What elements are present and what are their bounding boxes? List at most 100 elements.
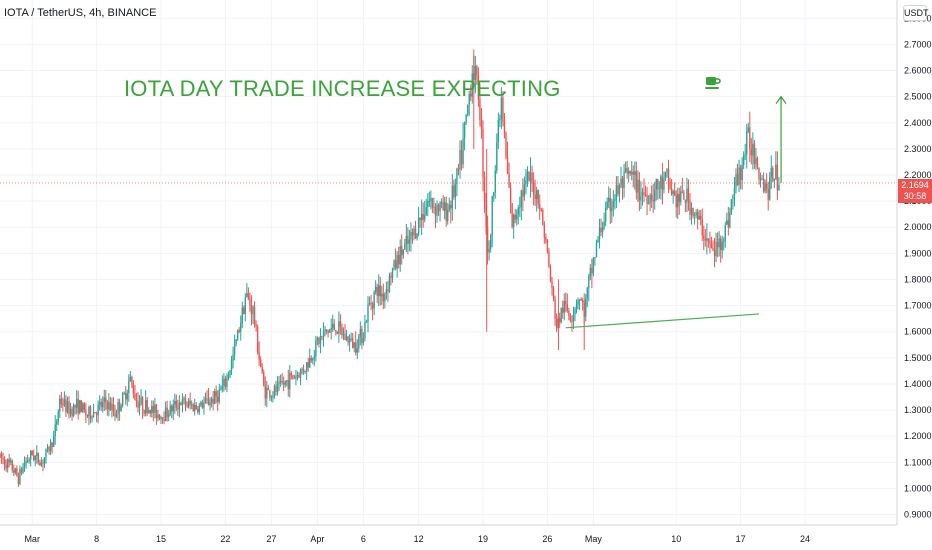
candle-body: [322, 331, 325, 337]
candle-body: [200, 402, 202, 406]
candle-body: [612, 200, 615, 208]
candle-body: [298, 374, 300, 378]
candle-body: [496, 142, 498, 171]
candle-body: [379, 285, 381, 297]
candle-body: [595, 242, 598, 258]
candle-body: [571, 320, 573, 322]
chart-grid: [0, 0, 897, 525]
candle-body: [644, 194, 647, 196]
candle-body: [11, 460, 13, 471]
candle-body: [489, 234, 492, 250]
candle-body: [325, 329, 328, 332]
candle-body: [189, 400, 191, 405]
candle-body: [542, 210, 544, 225]
price-tick-label: 2.2000: [904, 170, 932, 180]
price-tick-label: 2.7000: [904, 39, 932, 49]
candle-body: [59, 398, 61, 412]
candle-body: [278, 381, 280, 384]
candle-body: [575, 304, 578, 310]
candle-body: [324, 329, 326, 332]
current-price-value: 2.1694: [901, 180, 929, 190]
chart-annotation-text[interactable]: IOTA DAY TRADE INCREASE EXPECTING: [124, 76, 561, 101]
candle-body: [577, 300, 579, 305]
candle-body: [177, 408, 179, 410]
candle-body: [721, 241, 723, 251]
candle-body: [34, 456, 36, 461]
candle-body: [680, 191, 682, 203]
candle-body: [529, 172, 532, 182]
candle-body: [129, 376, 132, 381]
bar-countdown: 30:58: [903, 191, 927, 201]
candle-body: [736, 173, 739, 185]
candle-body: [365, 321, 368, 323]
candle-body: [371, 303, 374, 309]
candle-body: [227, 375, 230, 378]
candle-body: [348, 338, 351, 343]
candle-body: [755, 158, 757, 165]
candle-body: [238, 330, 240, 332]
candle-body: [621, 178, 624, 189]
candle-body: [221, 385, 224, 390]
candle-body: [387, 289, 389, 292]
candle-body: [640, 195, 642, 201]
candle-body: [620, 178, 622, 185]
candle-body: [106, 402, 109, 410]
candle-body: [75, 398, 78, 408]
candle-body: [562, 307, 564, 313]
candle-body: [151, 406, 153, 414]
candle-body: [505, 133, 507, 157]
support-trendline: [565, 313, 760, 329]
time-tick-label: 12: [414, 534, 424, 544]
candle-body: [650, 194, 653, 200]
candle-body: [442, 202, 444, 211]
candle-body: [701, 219, 703, 236]
candle-body: [111, 404, 113, 411]
candle-body: [456, 168, 458, 185]
candle-body: [332, 323, 334, 328]
price-axis[interactable]: 0.9000 1.0000 1.1000 1.2000 1.3000 1.4000 1.50…: [904, 13, 932, 519]
candle-body: [549, 266, 552, 282]
candle-body: [293, 377, 296, 379]
candle-body: [114, 411, 116, 417]
candle-body: [65, 399, 67, 413]
candle-body: [62, 403, 64, 406]
candle-body: [485, 200, 487, 227]
candle-body: [309, 358, 311, 368]
candle-body: [511, 203, 513, 227]
candle-body: [609, 197, 611, 212]
candle-body: [370, 302, 372, 304]
candle-body: [404, 244, 406, 250]
candle-body: [517, 207, 519, 215]
price-tick-label: 1.2000: [904, 431, 932, 441]
candle-body: [333, 323, 335, 331]
candle-body: [762, 178, 765, 192]
candle-body: [591, 267, 593, 274]
candle-body: [128, 380, 130, 394]
candle-body: [443, 202, 446, 211]
price-tick-label: 2.6000: [904, 66, 932, 76]
candle-body: [316, 338, 319, 341]
candle-body: [689, 200, 691, 215]
candle-body: [454, 184, 457, 198]
candle-body: [247, 293, 250, 300]
time-tick-label: 27: [266, 534, 276, 544]
candle-body: [362, 338, 365, 344]
candle-body: [647, 203, 650, 205]
candle-body: [463, 122, 466, 139]
candle-body: [190, 404, 193, 406]
time-tick-label: 24: [800, 534, 810, 544]
candle-body: [52, 435, 55, 447]
candle-body: [589, 267, 592, 277]
candle-body: [635, 171, 638, 193]
candle-body: [683, 192, 685, 200]
candle-body: [773, 179, 776, 181]
candle-body: [40, 462, 43, 466]
currency-button[interactable]: USDT: [903, 5, 929, 21]
time-axis[interactable]: Mar 8 15 22 27 Apr 6 12 19 26 May 10 17 24: [24, 534, 810, 544]
candle-body: [681, 191, 684, 193]
candle-body: [411, 231, 414, 236]
current-price-tag: 2.1694 30:58: [898, 179, 932, 203]
candle-body: [344, 333, 346, 340]
price-tick-label: 1.5000: [904, 353, 932, 363]
